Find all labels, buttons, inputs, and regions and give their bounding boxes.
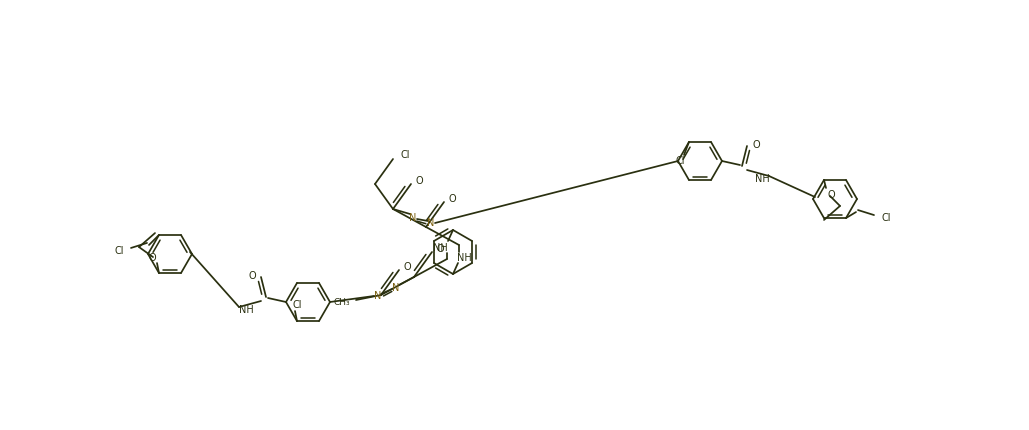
Text: N: N xyxy=(427,218,434,227)
Text: N: N xyxy=(410,212,417,222)
Text: Cl: Cl xyxy=(114,246,123,255)
Text: Cl: Cl xyxy=(675,156,684,166)
Text: NH: NH xyxy=(432,243,448,252)
Text: Cl: Cl xyxy=(292,299,301,309)
Text: O: O xyxy=(148,252,155,262)
Text: O: O xyxy=(415,175,423,186)
Text: O: O xyxy=(827,190,835,200)
Text: N: N xyxy=(375,290,382,300)
Text: NH: NH xyxy=(239,304,253,314)
Text: Cl: Cl xyxy=(881,212,891,223)
Text: N: N xyxy=(392,283,399,292)
Text: O: O xyxy=(449,194,456,203)
Text: O: O xyxy=(752,140,759,150)
Text: NH: NH xyxy=(457,252,471,262)
Text: CH₃: CH₃ xyxy=(333,298,350,307)
Text: O: O xyxy=(436,243,443,253)
Text: O: O xyxy=(248,270,256,280)
Text: NH: NH xyxy=(754,174,770,184)
Text: O: O xyxy=(403,261,411,271)
Text: Cl: Cl xyxy=(400,150,410,160)
